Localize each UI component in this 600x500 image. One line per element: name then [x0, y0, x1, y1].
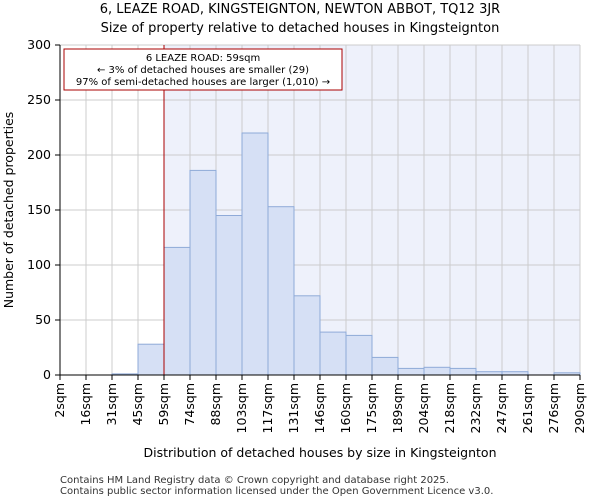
- y-tick-labels: 0 50 100 150 200 250 300: [27, 37, 51, 382]
- annotation-line-1: 6 LEAZE ROAD: 59sqm: [146, 53, 260, 64]
- y-tick-label: 100: [27, 257, 51, 272]
- x-tick-label: 45sqm: [130, 383, 145, 426]
- x-tick-label: 290sqm: [572, 383, 587, 433]
- footer-line-2: Contains public sector information licen…: [60, 486, 493, 497]
- bar-103sqm: [241, 132, 269, 376]
- bar-189sqm: [397, 367, 425, 376]
- bar-45sqm: [137, 343, 165, 376]
- bar-74sqm: [189, 169, 217, 376]
- x-tick-label: 247sqm: [494, 383, 509, 433]
- bar-59sqm: [163, 246, 191, 376]
- x-tick-label: 131sqm: [286, 383, 301, 433]
- annotation-box: [63, 48, 343, 91]
- x-tick-label: 189sqm: [390, 383, 405, 433]
- x-tick-label: 204sqm: [416, 383, 431, 433]
- bar-204sqm: [423, 366, 451, 376]
- bar-131sqm: [293, 295, 321, 376]
- y-tick-label: 250: [27, 92, 51, 107]
- x-tick-label: 175sqm: [364, 383, 379, 433]
- x-tick-label: 232sqm: [468, 383, 483, 433]
- bar-117sqm: [267, 206, 295, 376]
- y-tick-label: 150: [27, 202, 51, 217]
- x-tick-label: 160sqm: [338, 383, 353, 433]
- y-tick-label: 200: [27, 147, 51, 162]
- annotation-line-2: ← 3% of detached houses are smaller (29): [97, 65, 309, 76]
- chart-subtitle: Size of property relative to detached ho…: [101, 21, 500, 36]
- x-tick-label: 276sqm: [546, 383, 561, 433]
- axes: [55, 44, 581, 380]
- y-tick-label: 300: [27, 37, 51, 52]
- x-tick-label: 103sqm: [234, 383, 249, 433]
- y-tick-label: 50: [35, 312, 51, 327]
- x-tick-label: 16sqm: [78, 383, 93, 426]
- y-axis-label: Number of detached properties: [1, 112, 16, 309]
- bar-146sqm: [319, 331, 347, 376]
- bar-160sqm: [345, 334, 373, 376]
- bars: [111, 132, 581, 376]
- x-tick-label: 31sqm: [104, 383, 119, 426]
- x-tick-label: 117sqm: [260, 383, 275, 433]
- footer-line-1: Contains HM Land Registry data © Crown c…: [60, 475, 449, 486]
- y-tick-label: 0: [43, 367, 51, 382]
- bar-218sqm: [449, 367, 477, 376]
- x-tick-label: 74sqm: [182, 383, 197, 426]
- x-tick-label: 59sqm: [156, 383, 171, 426]
- x-axis-label: Distribution of detached houses by size …: [144, 445, 497, 460]
- bar-175sqm: [371, 356, 399, 376]
- annotation-line-3: 97% of semi-detached houses are larger (…: [76, 77, 330, 88]
- x-tick-label: 88sqm: [208, 383, 223, 426]
- x-tick-label: 261sqm: [520, 383, 535, 433]
- chart-title: 6, LEAZE ROAD, KINGSTEIGNTON, NEWTON ABB…: [100, 2, 500, 17]
- x-tick-label: 146sqm: [312, 383, 327, 433]
- x-tick-label: 218sqm: [442, 383, 457, 433]
- x-tick-labels: 2sqm 16sqm 31sqm 45sqm 59sqm 74sqm 88sqm 103sqm…: [52, 383, 587, 433]
- x-tick-label: 2sqm: [52, 383, 67, 418]
- bar-88sqm: [215, 215, 243, 376]
